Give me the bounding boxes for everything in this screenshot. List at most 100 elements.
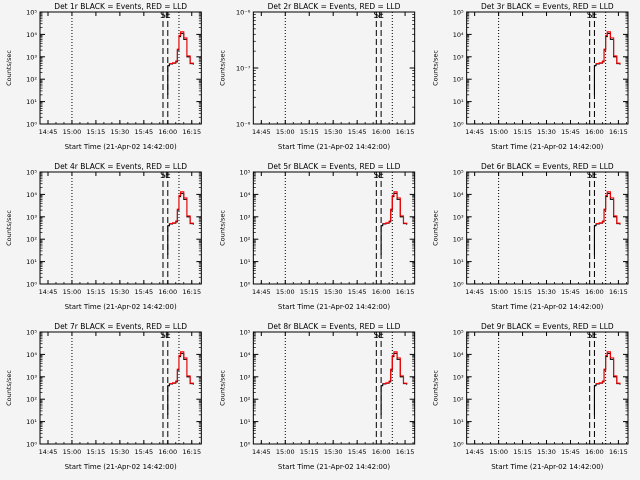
x-tick-label: 15:45 [134, 448, 153, 456]
y-tick-label: 10³ [26, 53, 37, 61]
chart-panel-7: Det 7r BLACK = Events, RED = LLD Counts/s… [5, 322, 202, 471]
x-tick-label: 14:45 [39, 128, 58, 136]
y-tick-label: 10⁴ [239, 191, 250, 199]
series-line-lld [596, 31, 621, 65]
y-tick-label: 10² [239, 396, 250, 404]
x-tick-label: 15:00 [63, 448, 82, 456]
x-tick-label: 14:45 [252, 288, 271, 296]
marker-s: S [373, 331, 379, 341]
y-tick-label: 10² [453, 396, 464, 404]
chart-panel-4: Det 4r BLACK = Events, RED = LLD Counts/s… [5, 162, 202, 311]
x-tick-label: 15:15 [513, 288, 532, 296]
chart-title: Det 9r BLACK = Events, RED = LLD [481, 322, 614, 331]
x-tick-label: 15:00 [276, 448, 295, 456]
y-tick-label: 10⁵ [26, 9, 37, 17]
chart-title: Det 6r BLACK = Events, RED = LLD [481, 162, 614, 171]
y-tick-label: 10⁰ [453, 441, 464, 449]
x-tick-label: 14:45 [39, 288, 58, 296]
x-tick-label: 15:00 [63, 288, 82, 296]
series-line-events [380, 352, 408, 415]
y-tick-label: 10⁵ [453, 169, 464, 177]
series-line-lld [169, 31, 194, 65]
x-tick-label: 15:45 [561, 448, 580, 456]
x-tick-label: 15:00 [489, 448, 508, 456]
x-axis-label: Start Time (21-Apr-02 14:42:00) [491, 463, 603, 471]
series-line-events [593, 192, 621, 255]
plot-frame [39, 171, 202, 285]
x-tick-label: 15:30 [324, 448, 343, 456]
y-tick-label: 10⁴ [239, 351, 250, 359]
x-tick-label: 15:45 [561, 128, 580, 136]
series-line-events [167, 352, 194, 415]
y-tick-label: 10⁵ [239, 329, 250, 337]
plot-frame [466, 171, 629, 285]
chart-panel-2: Det 2r BLACK = Events, RED = LLD Counts/s… [218, 2, 416, 151]
x-axis-label: Start Time (21-Apr-02 14:42:00) [65, 463, 177, 471]
y-tick-label: 10⁴ [26, 191, 37, 199]
plot-frame [252, 171, 416, 285]
y-tick-label: 10¹ [239, 258, 250, 266]
y-axis-label: Counts/sec [218, 370, 226, 406]
x-tick-label: 15:15 [300, 128, 319, 136]
series-line-events [167, 192, 194, 255]
x-tick-label: 14:45 [252, 128, 271, 136]
y-tick-label: 10³ [26, 213, 37, 221]
y-tick-label: 10⁰ [239, 281, 250, 289]
y-tick-label: 10⁻⁶ [236, 9, 251, 17]
x-tick-label: 16:00 [585, 128, 604, 136]
y-axis-label: Counts/sec [5, 50, 13, 86]
x-tick-label: 15:30 [537, 288, 556, 296]
series-line-lld [169, 351, 194, 385]
x-axis-label: Start Time (21-Apr-02 14:42:00) [278, 463, 390, 471]
x-tick-label: 15:30 [537, 128, 556, 136]
series-line-events [167, 32, 194, 95]
y-axis-label: Counts/sec [5, 210, 13, 246]
x-tick-label: 15:00 [276, 128, 295, 136]
y-tick-label: 10⁰ [26, 441, 37, 449]
y-tick-label: 10² [26, 236, 37, 244]
x-axis-label: Start Time (21-Apr-02 14:42:00) [278, 143, 390, 151]
y-tick-label: 10¹ [26, 98, 37, 106]
x-tick-label: 16:00 [585, 448, 604, 456]
chart-title: Det 4r BLACK = Events, RED = LLD [54, 162, 187, 171]
plot-frame [252, 331, 416, 445]
chart-panel-9: Det 9r BLACK = Events, RED = LLD Counts/s… [432, 322, 629, 471]
marker-s: S [373, 11, 379, 21]
x-tick-label: 16:00 [372, 448, 391, 456]
y-tick-label: 10⁴ [453, 31, 464, 39]
x-tick-label: 15:00 [63, 128, 82, 136]
plot-frame [466, 331, 629, 445]
x-tick-label: 15:30 [537, 448, 556, 456]
y-tick-label: 10³ [453, 213, 464, 221]
y-tick-label: 10¹ [453, 418, 464, 426]
x-tick-label: 15:30 [110, 288, 129, 296]
x-axis-label: Start Time (21-Apr-02 14:42:00) [65, 143, 177, 151]
series-line-lld [596, 351, 621, 385]
y-tick-label: 10⁴ [26, 31, 37, 39]
y-tick-label: 10⁰ [26, 281, 37, 289]
y-tick-label: 10² [26, 76, 37, 84]
x-tick-label: 15:15 [300, 288, 319, 296]
chart-title: Det 7r BLACK = Events, RED = LLD [54, 322, 187, 331]
y-tick-label: 10³ [26, 373, 37, 381]
y-tick-label: 10¹ [453, 258, 464, 266]
x-tick-label: 15:30 [110, 128, 129, 136]
x-tick-label: 16:15 [396, 448, 415, 456]
x-tick-label: 15:15 [87, 448, 106, 456]
plot-frame [39, 11, 202, 125]
y-axis-label: Counts/sec [218, 50, 226, 86]
marker-s: S [587, 171, 593, 181]
x-tick-label: 15:30 [110, 448, 129, 456]
y-axis-label: Counts/sec [5, 370, 13, 406]
y-axis-label: Counts/sec [432, 370, 440, 406]
y-tick-label: 10⁰ [26, 121, 37, 129]
marker-s: S [160, 11, 166, 21]
chart-title: Det 1r BLACK = Events, RED = LLD [54, 2, 187, 11]
y-tick-label: 10⁴ [26, 351, 37, 359]
chart-title: Det 3r BLACK = Events, RED = LLD [481, 2, 614, 11]
x-tick-label: 15:45 [348, 448, 367, 456]
y-tick-label: 10⁵ [453, 9, 464, 17]
y-axis-label: Counts/sec [432, 210, 440, 246]
y-tick-label: 10² [453, 236, 464, 244]
x-axis-label: Start Time (21-Apr-02 14:42:00) [65, 303, 177, 311]
